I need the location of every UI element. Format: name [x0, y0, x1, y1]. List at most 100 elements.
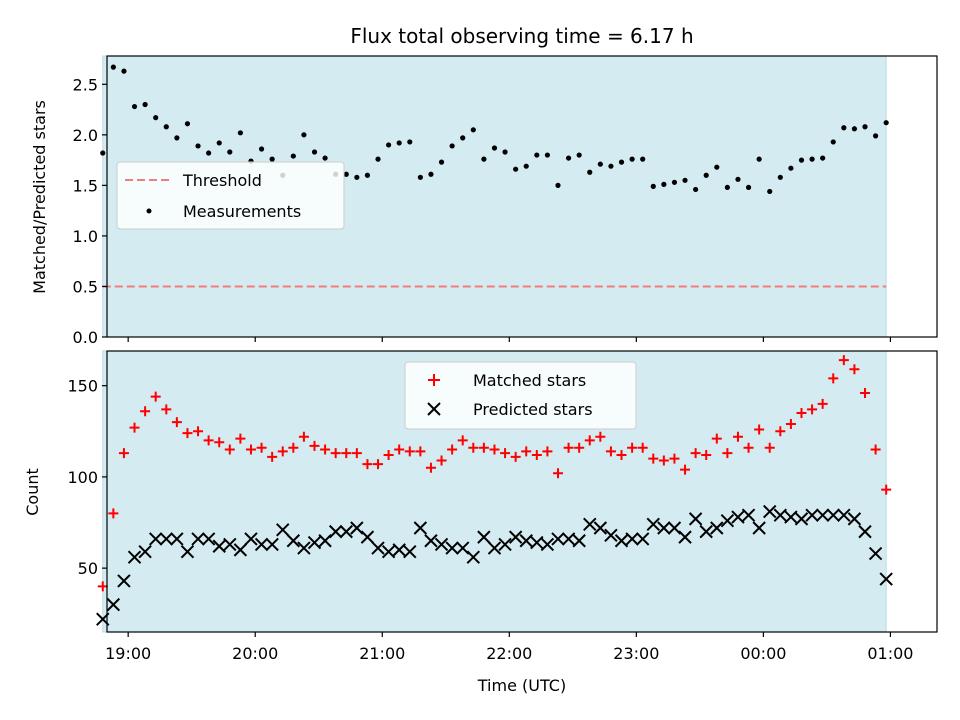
x-tick-label: 00:00	[740, 644, 786, 663]
measurement-point	[756, 156, 762, 162]
predicted-star-point	[466, 550, 481, 564]
measurement-point	[618, 159, 625, 165]
matched-star-point	[584, 435, 595, 446]
predicted-star-point	[265, 537, 279, 552]
matched-star-point	[309, 440, 320, 451]
measurement-point	[872, 133, 879, 139]
predicted-star-point	[688, 512, 703, 526]
matched-star-point	[510, 451, 521, 462]
matched-star-point	[552, 468, 563, 479]
measurement-point	[693, 186, 699, 193]
measurement-point	[745, 184, 752, 191]
predicted-star-point	[847, 512, 862, 526]
matched-star-point	[161, 404, 172, 415]
predicted-star-point	[170, 532, 184, 546]
count-panel: 50 100 150 19:00 20:00 21:00 22:00 23:00 00:00 0…	[23, 350, 938, 663]
count-y-axis-label: Count	[23, 468, 42, 516]
predicted-star-point	[604, 528, 618, 542]
matched-star-point	[870, 444, 881, 455]
predicted-star-point	[286, 534, 301, 548]
ratio-y-axis-label: Matched/Predicted stars	[30, 100, 49, 294]
matched-star-point	[775, 426, 786, 437]
count-y-tick-label: 150	[67, 377, 98, 396]
predicted-star-point	[148, 532, 163, 546]
ratio-y-tick-label: 2.0	[73, 126, 98, 145]
measurement-point	[513, 166, 519, 172]
measurement-point	[237, 130, 243, 136]
matched-star-point	[298, 431, 309, 442]
predicted-star-point	[625, 532, 639, 546]
predicted-star-point	[233, 543, 248, 557]
predicted-star-point	[667, 521, 682, 535]
matched-star-point	[224, 444, 235, 455]
predicted-star-point	[508, 530, 523, 544]
measurement-point	[153, 115, 159, 121]
measurement-point	[724, 184, 730, 191]
matched-legend-label: Matched stars	[473, 371, 586, 390]
predicted-star-point	[837, 508, 851, 522]
matched-star-point	[658, 455, 669, 466]
measurement-point	[163, 124, 169, 130]
predicted-star-point	[699, 524, 713, 539]
matched-star-point	[267, 451, 278, 462]
matched-star-point	[129, 422, 140, 433]
predicted-star-point	[879, 572, 893, 586]
matched-star-point	[817, 398, 828, 409]
measurement-point	[216, 140, 222, 146]
matched-star-point	[373, 459, 384, 470]
predicted-star-point	[445, 541, 459, 555]
x-tick-label: 19:00	[105, 644, 151, 663]
predicted-star-point	[180, 545, 195, 559]
measurement-point	[788, 165, 794, 171]
measurement-point	[375, 156, 381, 162]
measurement-point	[809, 156, 815, 162]
ratio-legend: Threshold Measurements	[116, 161, 345, 230]
predicted-star-point	[413, 521, 428, 535]
matched-star-point	[881, 484, 892, 495]
ratio-legend-box	[116, 161, 345, 230]
predicted-star-point	[572, 534, 586, 548]
matched-star-point	[722, 448, 733, 459]
matched-star-point	[500, 448, 511, 459]
measurement-point	[470, 127, 476, 133]
predicted-star-point	[328, 524, 343, 539]
matched-star-point	[182, 428, 193, 439]
measurement-point	[290, 153, 296, 159]
predicted-star-point	[424, 534, 438, 548]
predicted-star-point	[127, 550, 142, 564]
count-y-tick-label: 50	[78, 559, 98, 578]
predicted-star-point	[360, 530, 375, 544]
matched-star-point	[457, 435, 468, 446]
predicted-star-point	[635, 532, 650, 546]
predicted-star-point	[805, 508, 819, 522]
predicted-star-point	[498, 537, 512, 552]
measurement-point	[258, 146, 265, 152]
predicted-star-point	[138, 545, 152, 559]
matched-star-point	[108, 508, 119, 519]
count-y-tick-label: 100	[67, 468, 98, 487]
predicted-star-point	[191, 532, 205, 546]
matched-star-point	[711, 433, 722, 444]
predicted-star-point	[784, 510, 798, 524]
threshold-legend-label: Threshold	[182, 171, 262, 190]
matched-star-point	[256, 442, 267, 453]
measurement-point	[131, 103, 138, 110]
predicted-star-point	[551, 532, 565, 546]
matched-star-point	[807, 404, 818, 415]
matched-star-point	[701, 450, 712, 461]
matched-star-point	[214, 437, 225, 448]
ratio-y-tick-label: 1.0	[73, 227, 98, 246]
measurements-legend-swatch	[146, 208, 152, 214]
measurement-point	[671, 179, 678, 185]
ratio-y-tick-label: 0.5	[73, 277, 98, 296]
measurement-point	[883, 120, 889, 126]
matched-star-point	[732, 431, 743, 442]
predicted-star-point	[710, 521, 724, 535]
predicted-star-point	[868, 546, 883, 561]
predicted-star-point	[403, 545, 417, 559]
measurement-point	[608, 163, 614, 169]
x-tick-label: 01:00	[867, 644, 913, 663]
measurement-point	[661, 181, 667, 187]
predicted-star-point	[318, 534, 332, 548]
matched-star-point	[320, 444, 331, 455]
